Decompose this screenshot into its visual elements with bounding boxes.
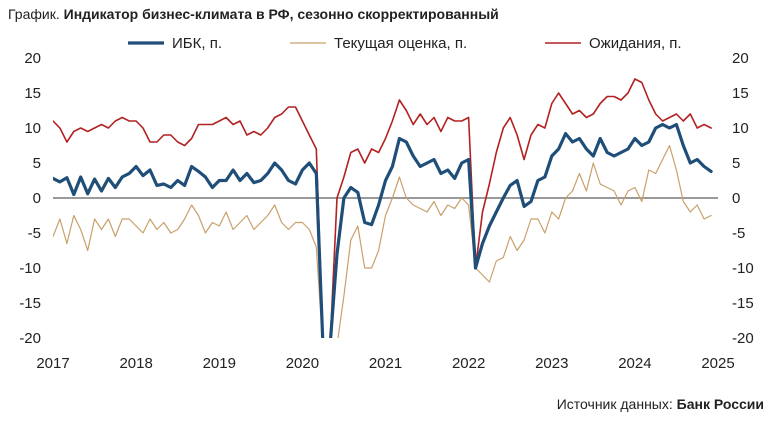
chart-title: Индикатор бизнес-климата в РФ, сезонно с… xyxy=(63,6,499,22)
y-tick-label-left: 10 xyxy=(24,120,41,137)
y-tick-label-right: -10 xyxy=(732,260,754,277)
x-tick-label: 2020 xyxy=(286,355,319,372)
chart-title-block: График. Индикатор бизнес-климата в РФ, с… xyxy=(8,6,499,22)
y-tick-label-right: 10 xyxy=(732,120,749,137)
title-prefix: График. xyxy=(8,6,60,22)
legend-label-2: Ожидания, п. xyxy=(589,35,682,52)
x-tick-label: 2021 xyxy=(369,355,402,372)
y-tick-label-right: 0 xyxy=(732,190,740,207)
source-value: Банк России xyxy=(676,396,764,412)
x-tick-label: 2024 xyxy=(618,355,651,372)
y-tick-label-left: 0 xyxy=(33,190,41,207)
y-tick-label-right: 20 xyxy=(732,50,749,67)
y-tick-label-left: -10 xyxy=(19,260,41,277)
y-tick-label-left: -5 xyxy=(28,225,41,242)
x-tick-label: 2018 xyxy=(119,355,152,372)
y-tick-label-left: 15 xyxy=(24,85,41,102)
y-tick-label-right: 15 xyxy=(732,85,749,102)
source-note: Источник данных: Банк России xyxy=(557,396,764,412)
x-tick-label: 2025 xyxy=(701,355,734,372)
y-tick-label-left: -15 xyxy=(19,295,41,312)
source-label: Источник данных: xyxy=(556,396,673,412)
x-tick-label: 2022 xyxy=(452,355,485,372)
legend-label-1: Текущая оценка, п. xyxy=(334,35,467,52)
x-tick-label: 2017 xyxy=(36,355,69,372)
x-tick-label: 2023 xyxy=(535,355,568,372)
y-tick-label-left: -20 xyxy=(19,330,41,347)
y-tick-label-right: 5 xyxy=(732,155,740,172)
x-tick-label: 2019 xyxy=(203,355,236,372)
y-tick-label-right: -5 xyxy=(732,225,745,242)
series-line-2 xyxy=(53,78,712,338)
y-tick-label-right: -20 xyxy=(732,330,754,347)
series-line-1 xyxy=(53,144,712,338)
series-line-0 xyxy=(53,122,713,338)
y-tick-label-left: 5 xyxy=(33,155,41,172)
y-tick-label-left: 20 xyxy=(24,50,41,67)
legend-label-0: ИБК, п. xyxy=(172,35,222,52)
y-tick-label-right: -15 xyxy=(732,295,754,312)
